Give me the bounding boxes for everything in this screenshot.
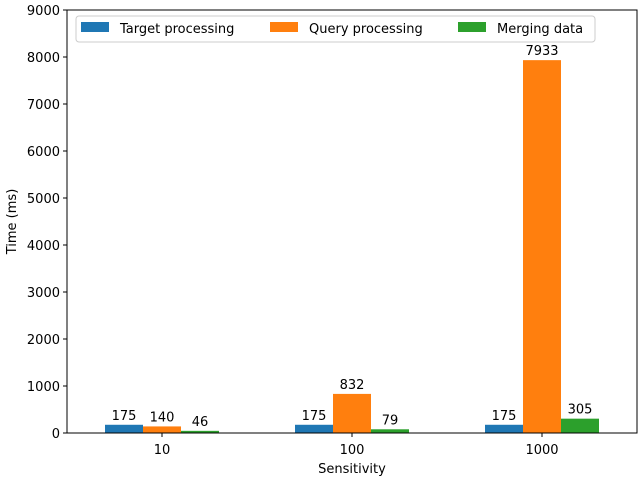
y-tick-label: 0: [52, 427, 60, 442]
data-label: 175: [112, 409, 137, 424]
data-label: 175: [492, 409, 517, 424]
bar-target-processing-100: [295, 424, 333, 433]
legend-swatch: [458, 22, 486, 32]
data-label: 175: [302, 409, 327, 424]
bar-merging-data-1000: [561, 418, 599, 433]
data-label: 7933: [525, 44, 558, 59]
y-tick-label: 4000: [27, 239, 60, 254]
data-label: 305: [568, 403, 593, 418]
bar-query-processing-10: [143, 426, 181, 433]
y-tick-label: 3000: [27, 286, 60, 301]
data-labels-group: 175 175 175 140 832 7933 46 79 305: [112, 44, 593, 430]
bar-merging-data-100: [371, 429, 409, 433]
data-label: 79: [382, 413, 399, 428]
data-label: 46: [192, 415, 209, 430]
bar-target-processing-10: [105, 424, 143, 433]
y-tick-label: 1000: [27, 380, 60, 395]
legend-swatch: [270, 22, 298, 32]
y-tick-label: 5000: [27, 192, 60, 207]
y-tick-label: 6000: [27, 145, 60, 160]
x-axis-label: Sensitivity: [318, 462, 386, 477]
bars-group: [105, 60, 599, 434]
legend-label: Target processing: [119, 22, 234, 37]
bar-target-processing-1000: [485, 424, 523, 433]
y-axis-ticks: 0 1000 2000 3000 4000 5000 6000 7000 8000 9000: [27, 4, 67, 442]
legend-label: Query processing: [309, 22, 423, 37]
legend: Target processing Query processing Merging…: [75, 15, 596, 43]
bar-query-processing-100: [333, 393, 371, 433]
y-tick-label: 9000: [27, 4, 60, 19]
data-label: 832: [340, 378, 365, 393]
y-axis-label: Time (ms): [5, 189, 20, 256]
legend-label: Merging data: [497, 22, 583, 37]
x-tick-label: 100: [340, 443, 365, 458]
y-tick-label: 8000: [27, 51, 60, 66]
x-axis-ticks: 10 100 1000: [154, 433, 559, 458]
y-tick-label: 2000: [27, 333, 60, 348]
data-label: 140: [150, 410, 175, 425]
x-tick-label: 10: [154, 443, 171, 458]
x-tick-label: 1000: [525, 443, 558, 458]
bar-query-processing-1000: [523, 60, 561, 434]
y-tick-label: 7000: [27, 98, 60, 113]
legend-swatch: [81, 22, 109, 32]
bar-merging-data-10: [181, 430, 219, 433]
